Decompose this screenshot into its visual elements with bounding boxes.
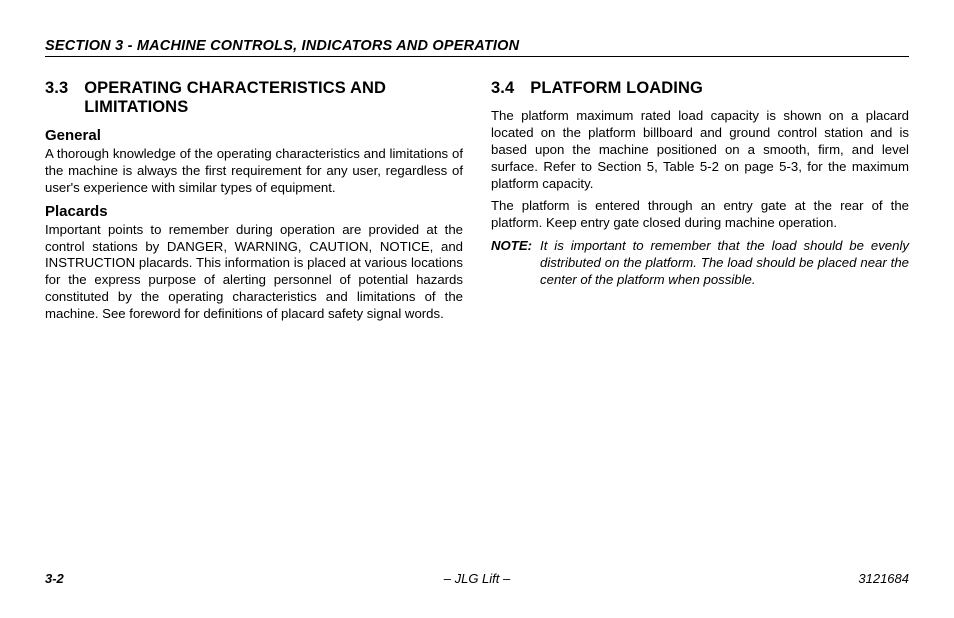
page-footer: 3-2 – JLG Lift – 3121684 — [45, 571, 909, 586]
page-header-rule: SECTION 3 - MACHINE CONTROLS, INDICATORS… — [45, 38, 909, 57]
page-number: 3-2 — [45, 571, 64, 586]
content-columns: 3.3 OPERATING CHARACTERISTICS AND LIMITA… — [45, 79, 909, 329]
heading-text: OPERATING CHARACTERISTICS AND LIMITATION… — [84, 79, 463, 117]
document-number: 3121684 — [858, 571, 909, 586]
subheading-placards: Placards — [45, 203, 463, 220]
heading-3-3: 3.3 OPERATING CHARACTERISTICS AND LIMITA… — [45, 79, 463, 117]
heading-number: 3.3 — [45, 79, 68, 117]
left-column: 3.3 OPERATING CHARACTERISTICS AND LIMITA… — [45, 79, 463, 329]
heading-number: 3.4 — [491, 79, 514, 98]
section-header: SECTION 3 - MACHINE CONTROLS, INDICATORS… — [45, 38, 909, 54]
paragraph-general: A thorough knowledge of the operating ch… — [45, 146, 463, 197]
paragraph-loading-2: The platform is entered through an entry… — [491, 198, 909, 232]
footer-center: – JLG Lift – — [444, 571, 510, 586]
paragraph-placards: Important points to remember during oper… — [45, 222, 463, 323]
heading-3-4: 3.4 PLATFORM LOADING — [491, 79, 909, 98]
note-block: NOTE: It is important to remember that t… — [491, 238, 909, 289]
note-label: NOTE: — [491, 238, 532, 289]
paragraph-loading-1: The platform maximum rated load capacity… — [491, 108, 909, 192]
note-body: It is important to remember that the loa… — [540, 238, 909, 289]
heading-text: PLATFORM LOADING — [530, 79, 703, 98]
subheading-general: General — [45, 127, 463, 144]
right-column: 3.4 PLATFORM LOADING The platform maximu… — [491, 79, 909, 329]
